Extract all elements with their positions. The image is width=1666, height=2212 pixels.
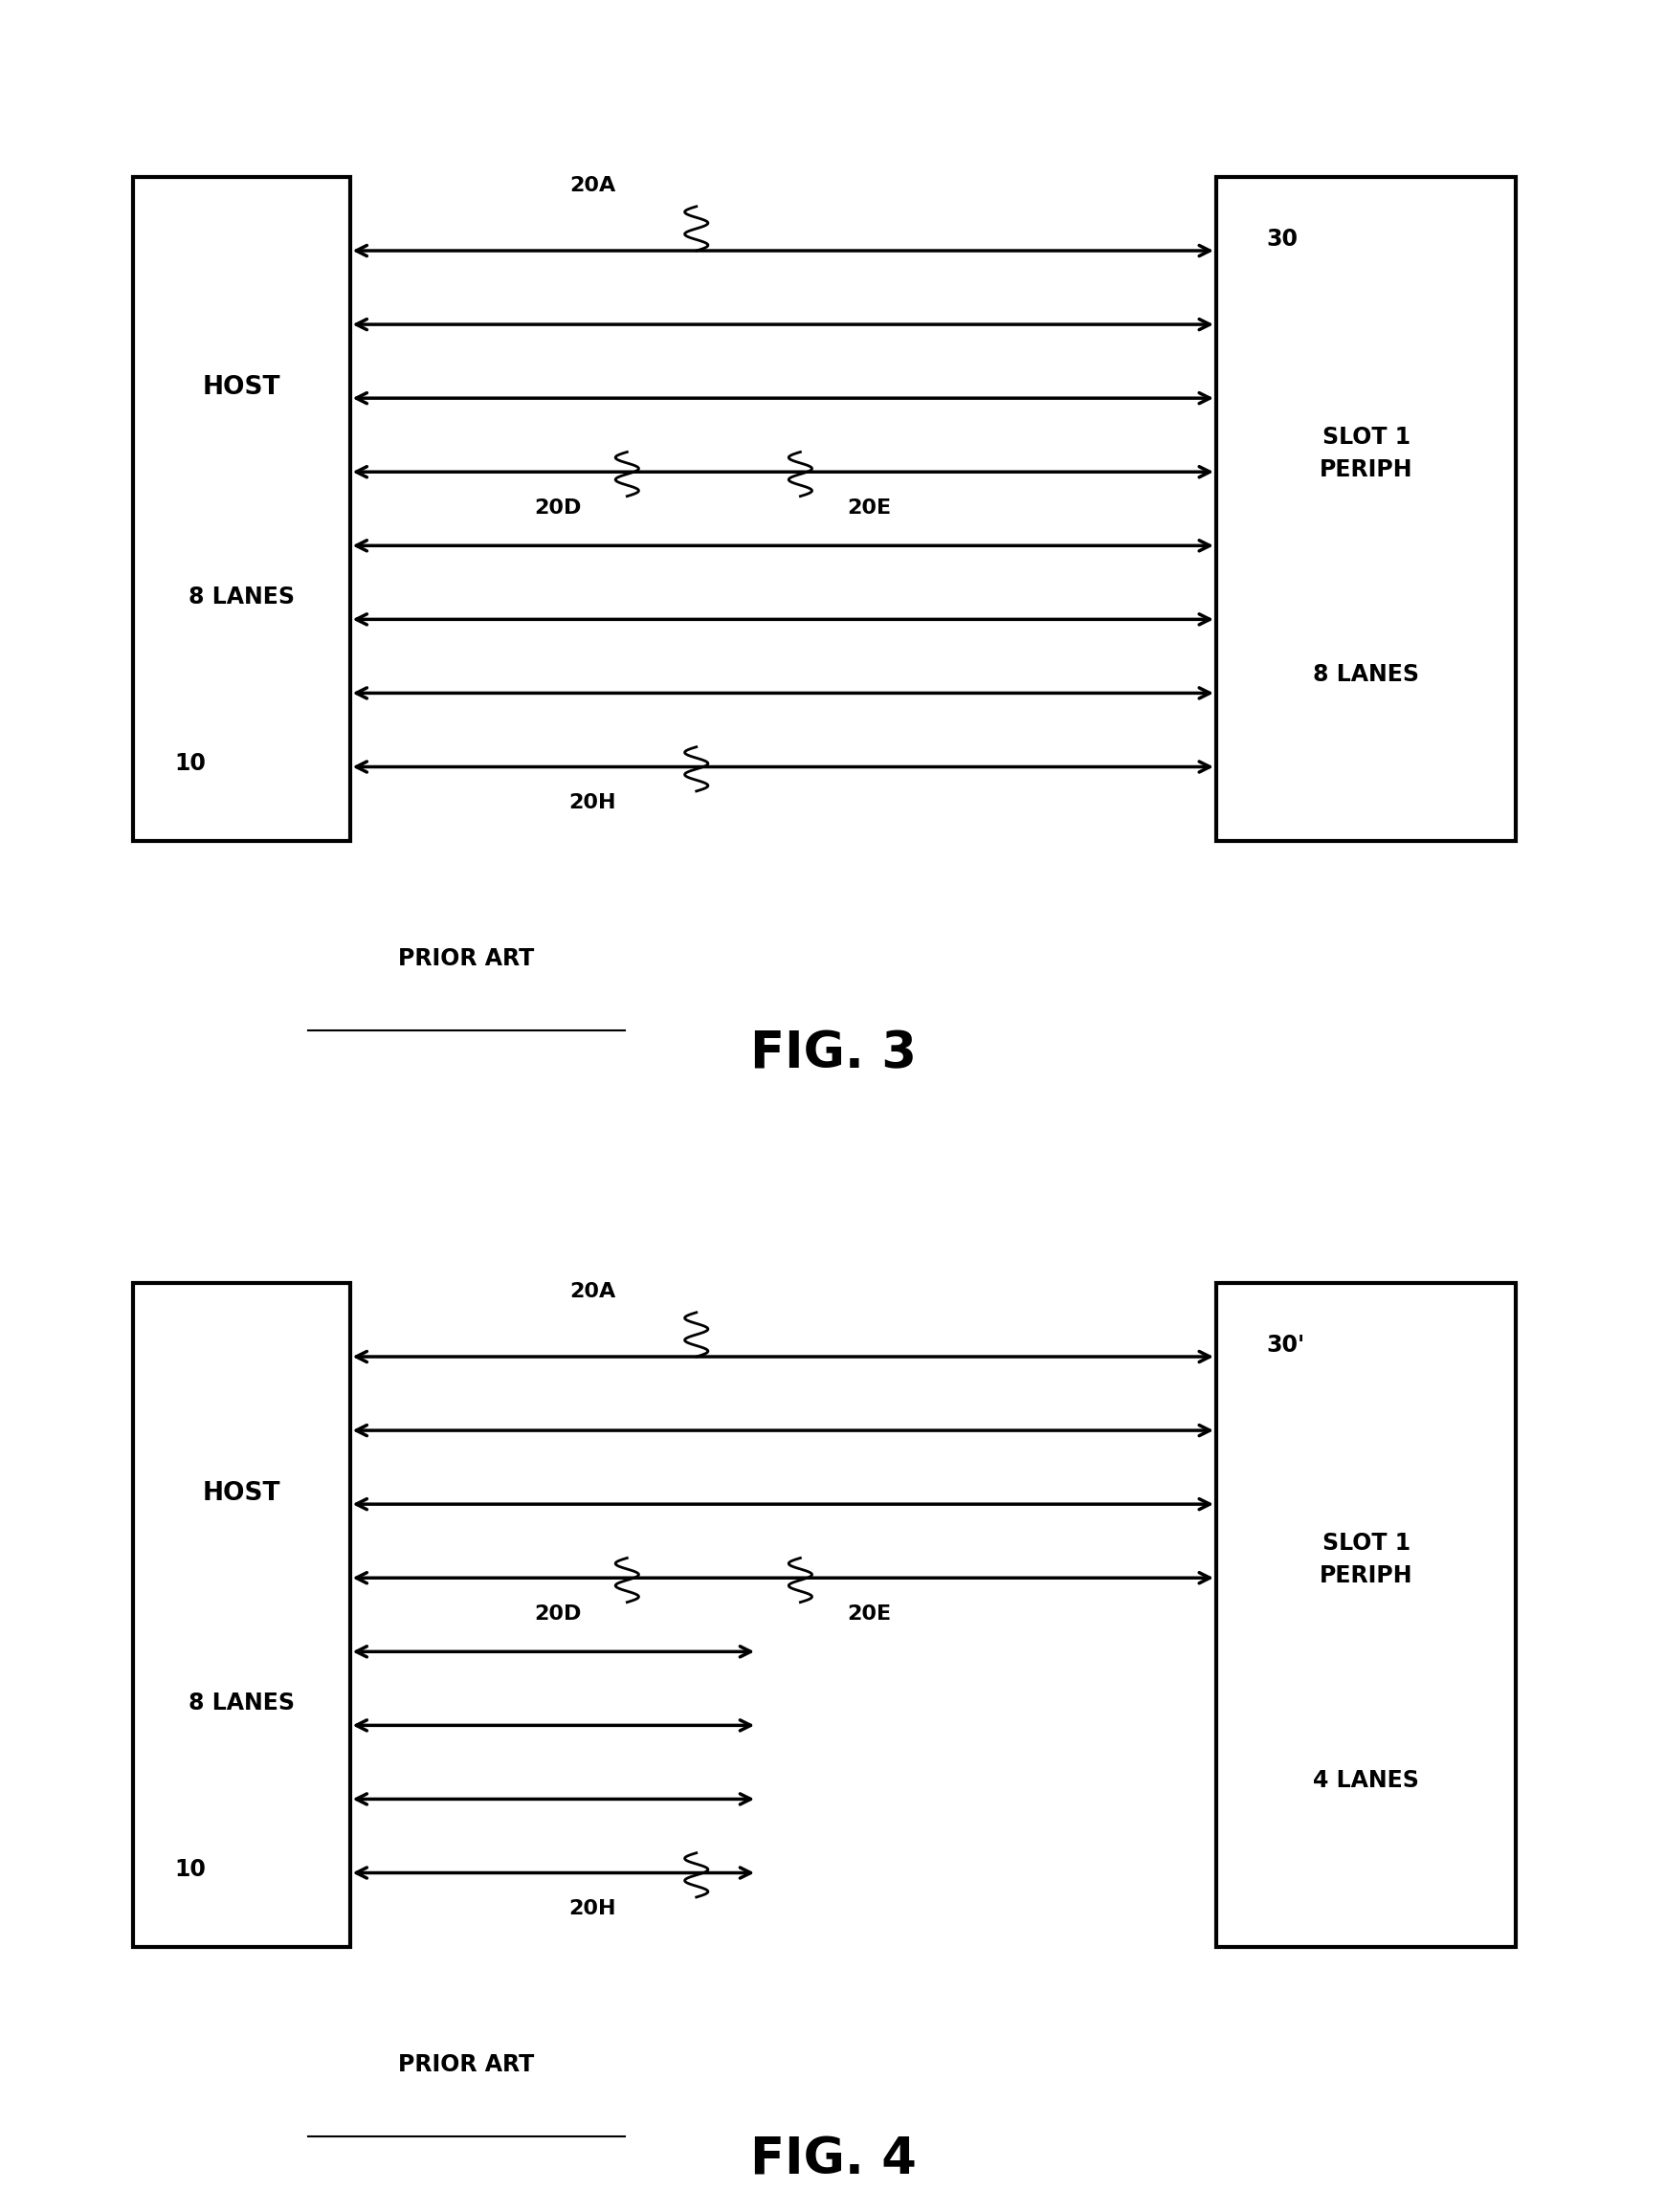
Text: 20D: 20D [535,498,581,518]
Text: 10: 10 [175,1858,207,1880]
Text: 8 LANES: 8 LANES [188,586,295,608]
Text: 30': 30' [1266,1334,1304,1356]
Text: 20D: 20D [535,1604,581,1624]
Text: 20H: 20H [568,794,616,812]
Text: PRIOR ART: PRIOR ART [398,947,535,969]
Text: HOST: HOST [203,374,280,400]
Text: SLOT 1
PERIPH: SLOT 1 PERIPH [1319,427,1413,480]
Bar [1216,1283,1516,1947]
Bar [133,1283,350,1947]
Text: 20E: 20E [848,1604,891,1624]
Bar [1216,177,1516,841]
Text: FIG. 4: FIG. 4 [750,2135,916,2183]
Text: 10: 10 [175,752,207,774]
Text: 20E: 20E [848,498,891,518]
Text: 8 LANES: 8 LANES [188,1692,295,1714]
Text: PRIOR ART: PRIOR ART [398,2053,535,2075]
Text: 20H: 20H [568,1900,616,1918]
Bar [133,177,350,841]
Text: 4 LANES: 4 LANES [1313,1770,1419,1792]
Text: SLOT 1
PERIPH: SLOT 1 PERIPH [1319,1533,1413,1586]
Text: FIG. 3: FIG. 3 [750,1029,916,1077]
Text: 30: 30 [1266,228,1298,250]
Text: 20A: 20A [570,1283,615,1301]
Text: 20A: 20A [570,177,615,195]
Text: HOST: HOST [203,1480,280,1506]
Text: 8 LANES: 8 LANES [1313,664,1419,686]
